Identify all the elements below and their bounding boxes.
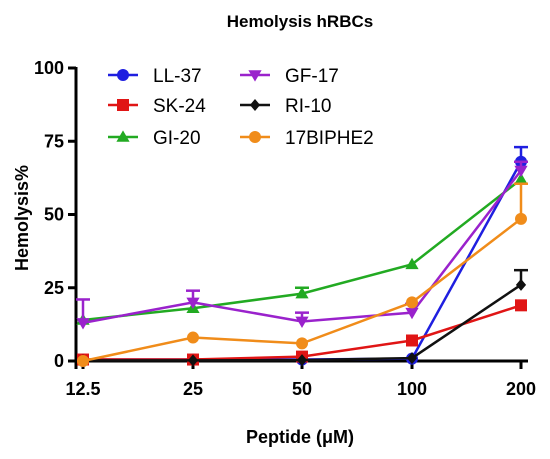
chart-title: Hemolysis hRBCs <box>227 12 373 31</box>
series-0 <box>77 145 528 366</box>
legend-marker <box>116 130 130 142</box>
data-point <box>295 287 309 299</box>
plot-area <box>76 145 528 367</box>
legend-item: 17BIPHE2 <box>240 128 374 149</box>
data-point <box>187 331 199 344</box>
legend-item: RI-10 <box>240 96 331 117</box>
x-tick-label: 12.5 <box>65 379 100 399</box>
legend-marker <box>248 70 262 82</box>
series-line <box>82 169 522 325</box>
y-tick-label: 50 <box>44 205 64 225</box>
y-tick-label: 75 <box>44 131 64 151</box>
data-point <box>187 354 199 367</box>
data-point <box>406 352 418 365</box>
data-point <box>515 278 527 291</box>
series-line <box>82 178 522 322</box>
x-axis-label: Peptide (μM) <box>246 427 354 447</box>
legend-label: GI-20 <box>153 128 201 149</box>
y-tick-label: 0 <box>54 351 64 371</box>
legend-label: 17BIPHE2 <box>285 128 374 149</box>
y-tick-label: 100 <box>34 58 64 78</box>
legend-marker <box>117 99 129 111</box>
data-point <box>514 165 528 178</box>
legend-item: GI-20 <box>108 128 201 149</box>
data-point <box>295 316 309 329</box>
data-point <box>515 212 527 225</box>
legend-label: LL-37 <box>153 66 202 87</box>
data-point <box>514 172 528 185</box>
data-point <box>77 355 89 367</box>
y-tick-label: 25 <box>44 278 64 298</box>
legend-marker <box>249 131 261 143</box>
data-point <box>296 354 308 367</box>
data-point <box>406 334 418 347</box>
legend: LL-37 SK-24 GI-20 GF-17 RI-10 17BIPHE2 <box>108 66 374 149</box>
series-5 <box>77 182 528 367</box>
legend-marker <box>249 99 261 111</box>
data-point <box>405 257 419 270</box>
legend-marker <box>117 69 129 81</box>
x-tick-label: 200 <box>506 379 536 399</box>
series-3 <box>76 160 528 330</box>
legend-item: LL-37 <box>108 66 202 87</box>
x-tick-label: 25 <box>183 379 203 399</box>
y-axis-label: Hemolysis% <box>12 165 32 271</box>
data-point <box>296 337 308 350</box>
legend-item: GF-17 <box>240 66 339 87</box>
data-point <box>186 297 200 309</box>
legend-label: RI-10 <box>285 96 331 117</box>
x-tick-label: 100 <box>397 379 427 399</box>
series-4 <box>77 268 528 367</box>
data-point <box>405 307 419 320</box>
x-tick-label: 50 <box>292 379 312 399</box>
data-point <box>515 299 527 312</box>
data-point <box>406 296 418 309</box>
legend-label: GF-17 <box>285 66 339 87</box>
legend-item: SK-24 <box>108 96 206 117</box>
legend-label: SK-24 <box>153 96 206 117</box>
data-point <box>76 318 90 330</box>
